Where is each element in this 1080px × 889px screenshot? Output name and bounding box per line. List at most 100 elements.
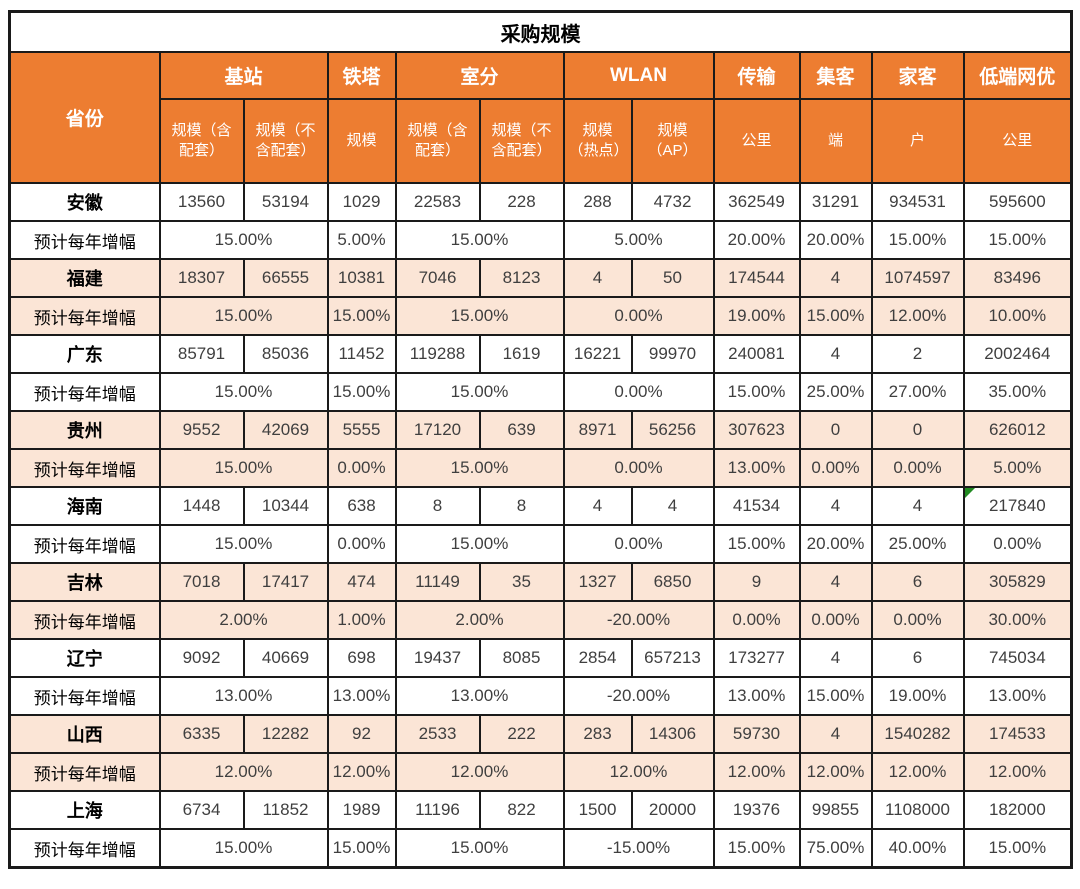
group-header-wlan: WLAN: [562, 51, 715, 100]
value-cell: 228: [478, 182, 565, 222]
sub-header-group-port: 端: [798, 98, 873, 184]
growth-row: 预计每年增幅 15.00% 15.00% 15.00% -15.00% 15.00% 75.…: [8, 828, 1073, 869]
value-cell: 1029: [326, 182, 397, 222]
province-name: 海南: [8, 486, 161, 526]
growth-value-cell: 15.00%: [326, 372, 397, 412]
growth-row: 预计每年增幅 15.00% 15.00% 15.00% 0.00% 19.00% 15.00…: [8, 296, 1073, 336]
growth-value-cell: 0.00%: [562, 372, 715, 412]
value-cell: 4: [798, 486, 873, 526]
growth-row-label: 预计每年增幅: [8, 524, 161, 564]
growth-row-label: 预计每年增幅: [8, 372, 161, 412]
province-name: 吉林: [8, 562, 161, 602]
growth-value-cell: 13.00%: [158, 676, 329, 716]
value-cell: 1108000: [870, 790, 965, 830]
value-cell: 35: [478, 562, 565, 602]
sub-header-transmission-km: 公里: [712, 98, 801, 184]
group-header-transmission: 传输: [712, 51, 801, 100]
growth-value-cell: 15.00%: [394, 220, 565, 260]
growth-value-cell: 15.00%: [158, 220, 329, 260]
growth-value-cell: 15.00%: [158, 372, 329, 412]
growth-value-cell: 12.00%: [562, 752, 715, 792]
growth-value-cell: 2.00%: [158, 600, 329, 640]
value-cell: 9552: [158, 410, 245, 450]
value-cell: 288: [562, 182, 633, 222]
value-cell: 17417: [242, 562, 329, 602]
group-header-group-customer: 集客: [798, 51, 873, 100]
growth-value-cell: 15.00%: [326, 828, 397, 869]
growth-row-label: 预计每年增幅: [8, 752, 161, 792]
group-header-base-station: 基站: [158, 51, 329, 100]
growth-value-cell: 20.00%: [712, 220, 801, 260]
value-cell: 174533: [962, 714, 1073, 754]
sub-header-home-household: 户: [870, 98, 965, 184]
province-row: 贵州 9552 42069 5555 17120 639 8971 56256 307623 0 0…: [8, 410, 1073, 450]
growth-value-cell: 15.00%: [158, 828, 329, 869]
value-cell: 18307: [158, 258, 245, 298]
value-cell: 362549: [712, 182, 801, 222]
value-cell: 11149: [394, 562, 481, 602]
province-row: 海南 1448 10344 638 8 8 4 4 41534 4 4 217840: [8, 486, 1073, 526]
growth-value-cell: 0.00%: [562, 296, 715, 336]
value-cell: 7046: [394, 258, 481, 298]
growth-value-cell: 12.00%: [798, 752, 873, 792]
value-cell: 6850: [630, 562, 715, 602]
value-cell: 822: [478, 790, 565, 830]
value-cell: 83496: [962, 258, 1073, 298]
value-cell: 283: [562, 714, 633, 754]
value-cell: 934531: [870, 182, 965, 222]
value-cell: 17120: [394, 410, 481, 450]
province-row: 安徽 13560 53194 1029 22583 228 288 4732 362549 312…: [8, 182, 1073, 222]
growth-value-cell: 19.00%: [870, 676, 965, 716]
value-cell: 10344: [242, 486, 329, 526]
procurement-table: 采购规模 省份 基站 铁塔 室分 WLAN 传输 集客 家客 低端网优 规模（含…: [8, 10, 1074, 869]
value-cell: 6: [870, 562, 965, 602]
value-cell: 698: [326, 638, 397, 678]
province-name: 安徽: [8, 182, 161, 222]
growth-row-label: 预计每年增幅: [8, 600, 161, 640]
growth-value-cell: 15.00%: [712, 372, 801, 412]
growth-value-cell: 19.00%: [712, 296, 801, 336]
growth-value-cell: 75.00%: [798, 828, 873, 869]
growth-value-cell: 0.00%: [870, 448, 965, 488]
value-cell: 31291: [798, 182, 873, 222]
growth-value-cell: -20.00%: [562, 600, 715, 640]
title-row: 采购规模: [8, 10, 1073, 53]
value-cell: 182000: [962, 790, 1073, 830]
value-cell: 2: [870, 334, 965, 374]
growth-value-cell: 2.00%: [394, 600, 565, 640]
value-cell: 217840: [962, 486, 1073, 526]
growth-value-cell: 30.00%: [962, 600, 1073, 640]
growth-value-cell: 40.00%: [870, 828, 965, 869]
value-cell: 595600: [962, 182, 1073, 222]
growth-value-cell: 15.00%: [962, 220, 1073, 260]
value-cell: 8085: [478, 638, 565, 678]
growth-value-cell: 0.00%: [798, 600, 873, 640]
growth-value-cell: -20.00%: [562, 676, 715, 716]
province-row: 上海 6734 11852 1989 11196 822 1500 20000 19376 998…: [8, 790, 1073, 830]
sub-header-indoor-without: 规模（不含配套）: [478, 98, 565, 184]
growth-value-cell: 5.00%: [962, 448, 1073, 488]
growth-row: 预计每年增幅 2.00% 1.00% 2.00% -20.00% 0.00% 0.00% 0.…: [8, 600, 1073, 640]
value-cell: 8: [478, 486, 565, 526]
growth-value-cell: 15.00%: [798, 676, 873, 716]
value-cell: 12282: [242, 714, 329, 754]
value-cell: 9092: [158, 638, 245, 678]
sub-header-wlan-hotspot: 规模（热点）: [562, 98, 633, 184]
value-cell: 1500: [562, 790, 633, 830]
value-cell: 13560: [158, 182, 245, 222]
growth-value-cell: 12.00%: [712, 752, 801, 792]
growth-value-cell: 12.00%: [870, 296, 965, 336]
province-row: 山西 6335 12282 92 2533 222 283 14306 59730 4 154028…: [8, 714, 1073, 754]
value-cell: 4: [798, 562, 873, 602]
value-cell: 119288: [394, 334, 481, 374]
value-cell: 59730: [712, 714, 801, 754]
value-cell: 474: [326, 562, 397, 602]
growth-value-cell: 25.00%: [798, 372, 873, 412]
growth-row-label: 预计每年增幅: [8, 448, 161, 488]
value-cell: 2002464: [962, 334, 1073, 374]
sub-header-tower-scale: 规模: [326, 98, 397, 184]
growth-value-cell: 0.00%: [326, 448, 397, 488]
growth-value-cell: 15.00%: [394, 524, 565, 564]
value-cell: 1327: [562, 562, 633, 602]
